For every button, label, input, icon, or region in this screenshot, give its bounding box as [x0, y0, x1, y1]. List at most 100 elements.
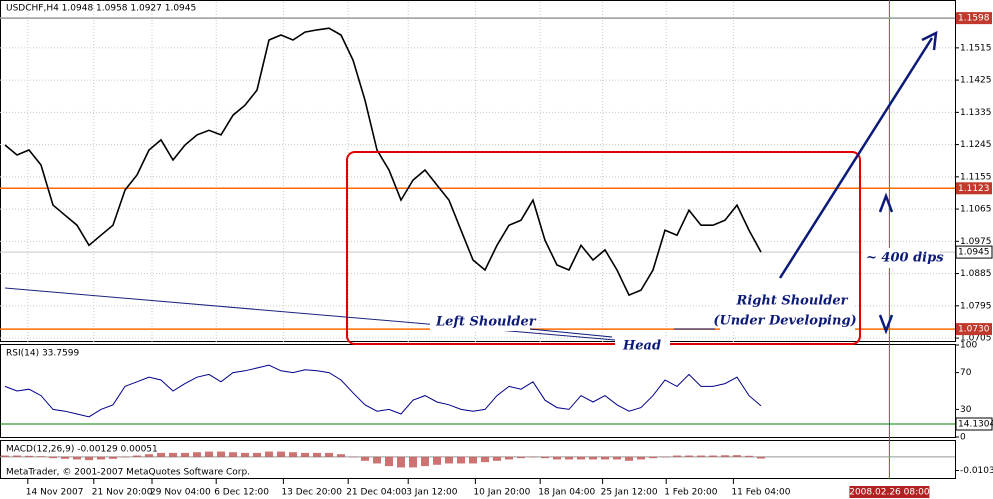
head-line — [529, 328, 613, 338]
cursor-label-bg — [849, 486, 930, 498]
bar — [636, 456, 645, 460]
bar — [696, 455, 705, 457]
footer: MetaTrader, © 2001-2007 MetaQuotes Softw… — [6, 468, 250, 478]
x-tick-label: 18 Jan 04:00 — [538, 488, 595, 498]
bar — [193, 452, 202, 457]
label-bg — [615, 337, 670, 355]
bar — [37, 456, 46, 457]
bar — [552, 456, 561, 460]
trend-line — [4, 287, 616, 341]
bar — [708, 455, 717, 457]
x-tick-label: 21 Dec 04:00 — [346, 488, 407, 498]
bar — [337, 454, 346, 457]
level-label-bg — [955, 417, 993, 431]
bar — [469, 456, 477, 464]
current-label: 1.0945 — [958, 248, 990, 258]
bar — [253, 452, 262, 457]
x-tick-label: 1 Feb 20:00 — [664, 488, 718, 498]
bar — [373, 456, 382, 464]
bar — [576, 456, 585, 460]
bar — [157, 452, 166, 457]
bar — [325, 452, 334, 457]
price-panel — [0, 0, 956, 342]
y-tick-label: 1.1065 — [960, 205, 992, 215]
label-bg — [430, 313, 530, 331]
bar — [504, 456, 513, 460]
level-label-bg — [956, 182, 992, 195]
bar — [121, 456, 130, 458]
y-tick-label: 1.1515 — [960, 43, 992, 53]
bar — [600, 456, 609, 460]
bar — [588, 456, 597, 460]
y-tick-label: 100 — [960, 341, 977, 351]
y-tick-label: 1.0795 — [960, 301, 992, 311]
y-tick-label: -0.01032 — [960, 466, 993, 476]
bar — [564, 456, 573, 460]
y-tick-label: 1.0705 — [960, 334, 992, 344]
bar — [528, 456, 537, 458]
bar — [205, 451, 214, 457]
macd-title: MACD(12,26,9) -0.00129 0.00051 — [6, 445, 158, 455]
bar — [481, 456, 489, 463]
bar — [612, 456, 621, 460]
level-label: 1.0730 — [958, 325, 990, 335]
bar — [756, 456, 765, 459]
level-label-bg — [956, 12, 992, 25]
bar — [672, 455, 681, 457]
y-tick-label: 1.1245 — [960, 140, 992, 150]
right-shoulder-note: (Under Developing) — [713, 314, 856, 329]
target-arrow — [778, 37, 934, 279]
bar — [397, 456, 406, 468]
y-tick-label: 0 — [960, 433, 966, 443]
y-tick-label: 1.1425 — [960, 76, 992, 86]
bar — [492, 456, 501, 461]
x-tick-label: 11 Feb 04:00 — [731, 488, 790, 498]
rsi-panel — [0, 344, 956, 438]
bar — [385, 456, 394, 467]
cursor-label: 2008.02.26 08:00 — [849, 488, 930, 498]
bar — [25, 455, 34, 457]
bar — [229, 452, 238, 457]
bar — [660, 456, 669, 458]
arrow-head — [921, 30, 938, 51]
y-tick-label: 30 — [960, 405, 972, 415]
bar — [421, 456, 430, 467]
level-label-bg — [956, 323, 992, 336]
bar — [217, 451, 226, 457]
bar — [241, 452, 250, 457]
bar — [277, 451, 286, 457]
level-label: 14.1304 — [958, 420, 993, 430]
price-title: USDCHF,H4 1.0948 1.0958 1.0927 1.0945 — [6, 4, 196, 14]
bar — [13, 455, 22, 457]
bar — [181, 452, 190, 457]
x-tick-label: 6 Dec 12:00 — [214, 488, 269, 498]
bar — [732, 455, 741, 457]
x-tick-label: 13 Dec 20:00 — [281, 488, 342, 498]
bar — [648, 456, 657, 459]
bar — [433, 456, 442, 465]
series-line — [4, 27, 762, 297]
bar — [169, 452, 178, 457]
y-tick-label: 1.1155 — [960, 172, 992, 182]
bar — [301, 452, 310, 457]
bar — [265, 451, 274, 457]
rsi-title: RSI(14) 33.7599 — [6, 349, 79, 359]
level-label: 1.1598 — [958, 14, 990, 24]
pattern-box — [346, 151, 861, 345]
pips-label: ~ 400 dips — [866, 251, 944, 266]
bar — [445, 456, 454, 464]
bar — [109, 456, 118, 459]
bar — [684, 455, 693, 457]
bar — [457, 456, 465, 464]
x-tick-label: 21 Nov 20:00 — [92, 488, 153, 498]
bar — [720, 455, 729, 457]
y-tick-label: 1.1335 — [960, 108, 992, 118]
left-shoulder: Left Shoulder — [435, 315, 537, 330]
y-tick-label: 70 — [960, 368, 972, 378]
bar — [361, 456, 370, 461]
bar — [409, 456, 418, 468]
bar — [133, 455, 142, 457]
x-tick-label: 10 Jan 20:00 — [473, 488, 530, 498]
x-tick-label: 3 Jan 12:00 — [406, 488, 458, 498]
